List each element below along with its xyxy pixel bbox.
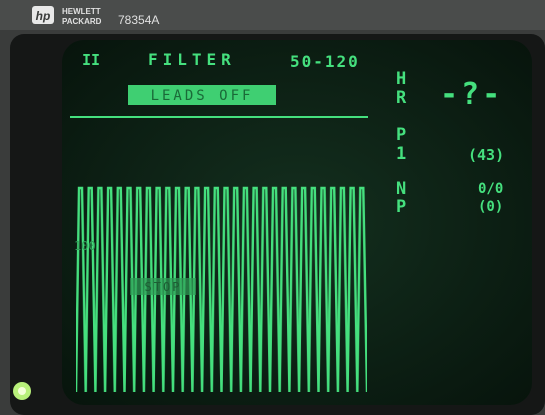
- hp-logo: [32, 6, 54, 24]
- alarm-box: [128, 85, 276, 105]
- hp-logo-text: hp: [36, 9, 51, 23]
- p1-value: (43): [468, 146, 504, 164]
- hr-label: R: [396, 88, 407, 108]
- scale: 100: [74, 239, 96, 253]
- hr-label: H: [396, 69, 406, 89]
- p1-label: P: [396, 125, 406, 145]
- np-label: P: [396, 197, 406, 217]
- brand: PACKARD: [62, 17, 102, 26]
- status-box: [130, 278, 196, 295]
- np-value: 0/0: [478, 181, 503, 197]
- ecg-waveform: [76, 180, 367, 395]
- status: STOP: [145, 280, 182, 294]
- alarm: LEADS OFF: [151, 88, 254, 104]
- filter-label: FILTER: [148, 50, 236, 69]
- np-label: N: [396, 179, 406, 199]
- hr-value: -?-: [440, 77, 503, 112]
- p1-label: 1: [396, 144, 406, 164]
- top-bar: [0, 0, 545, 30]
- brand: HEWLETT: [62, 7, 101, 16]
- filter-range: 50-120: [290, 52, 360, 71]
- power-led-glow: [18, 387, 26, 395]
- np-sub: (0): [478, 199, 503, 215]
- model: 78354A: [118, 13, 159, 27]
- lead: II: [82, 51, 100, 69]
